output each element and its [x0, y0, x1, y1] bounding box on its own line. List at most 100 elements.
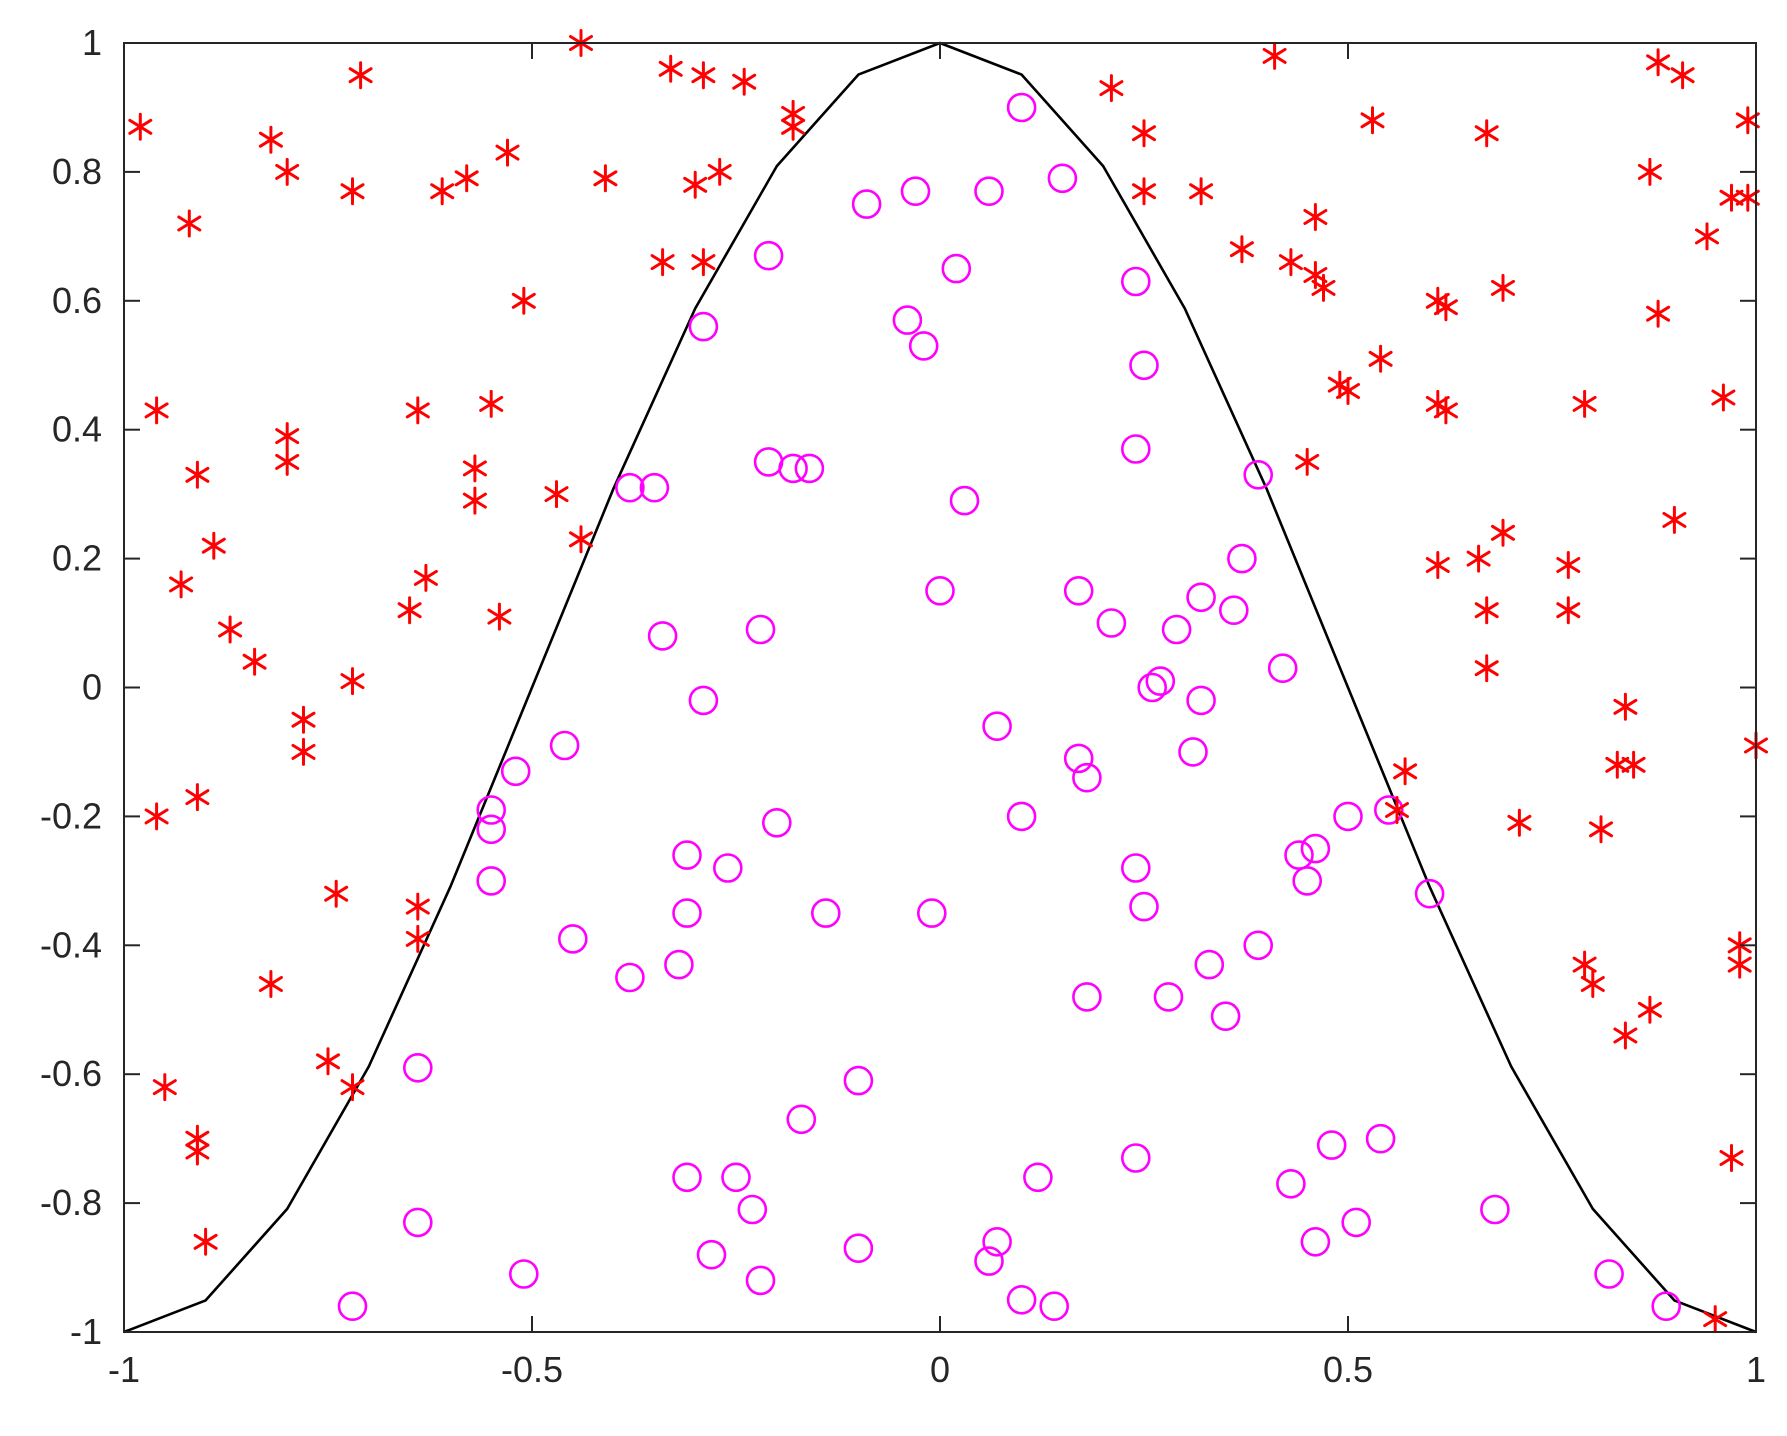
asterisk-point — [1580, 970, 1605, 998]
asterisk-point — [340, 1073, 365, 1102]
y-tick-label: 0.2 — [52, 538, 102, 579]
circle-point — [1210, 1001, 1241, 1032]
asterisk-point — [1433, 396, 1458, 425]
asterisk-point — [1556, 596, 1581, 625]
circle-point — [1072, 762, 1102, 793]
asterisk-point — [169, 570, 194, 599]
asterisk-point — [1507, 808, 1532, 837]
x-tick-label: 1 — [1746, 1349, 1766, 1390]
circle-point — [688, 311, 719, 342]
circle-point — [1063, 575, 1094, 606]
circle-point — [737, 1194, 768, 1225]
asterisk-point — [185, 783, 210, 812]
asterisk-point — [144, 396, 169, 425]
asterisk-point — [1703, 1305, 1728, 1334]
asterisk-point — [201, 531, 226, 560]
circle-point — [908, 331, 939, 361]
y-tick-label: -0.6 — [40, 1053, 102, 1094]
circle-point — [851, 189, 882, 219]
circle-point — [647, 621, 678, 651]
circle-point — [1121, 434, 1151, 464]
circle-point — [615, 472, 645, 503]
circle-point — [1594, 1259, 1624, 1289]
asterisk-point — [1262, 41, 1287, 70]
asterisk-point — [1589, 815, 1613, 844]
asterisk-point — [691, 61, 716, 90]
circle-point — [1194, 949, 1225, 980]
asterisk-point — [1433, 293, 1458, 322]
circle-point — [549, 730, 580, 761]
circle-point — [1300, 1227, 1331, 1257]
circle-point — [1047, 163, 1078, 194]
circle-point — [753, 240, 784, 271]
axes-layer: -1 -0.5 0 0.5 1 -1 -0.8 -0.6 -0.4 -0.2 0 0.2 0.4 0.6 0… — [40, 22, 1766, 1390]
asterisk-points-layer — [128, 29, 1768, 1334]
circle-point — [712, 853, 743, 883]
asterisk-point — [1303, 203, 1328, 231]
asterisk-point — [340, 177, 365, 206]
asterisk-point — [1670, 61, 1695, 90]
asterisk-point — [781, 112, 806, 141]
circle-point — [761, 807, 792, 838]
circle-point — [974, 176, 1004, 206]
circle-point — [982, 1227, 1012, 1257]
asterisk-point — [1491, 518, 1515, 547]
asterisk-point — [177, 209, 202, 238]
asterisk-point — [152, 1073, 177, 1102]
asterisk-point — [1735, 106, 1760, 135]
asterisk-point — [1572, 389, 1597, 418]
circle-point — [672, 898, 702, 928]
circle-point — [508, 1259, 539, 1289]
asterisk-point — [707, 157, 732, 186]
asterisk-point — [462, 454, 487, 483]
asterisk-point — [1099, 74, 1124, 103]
asterisk-point — [1556, 551, 1581, 579]
circle-point — [745, 1265, 776, 1296]
asterisk-point — [324, 879, 349, 908]
circle-point — [1219, 595, 1249, 626]
circle-point — [1161, 614, 1192, 645]
asterisk-point — [1735, 183, 1760, 212]
y-tick-label: 0.6 — [52, 280, 102, 321]
circle-point — [1145, 666, 1176, 696]
asterisk-point — [1719, 1144, 1744, 1172]
y-tick-label: 0.4 — [52, 409, 102, 450]
asterisk-point — [1572, 950, 1597, 979]
asterisk-point — [658, 54, 683, 83]
asterisk-point — [1425, 551, 1450, 579]
asterisk-point — [275, 447, 300, 476]
asterisk-point — [1621, 750, 1646, 779]
asterisk-point — [1393, 757, 1418, 786]
circle-point — [615, 962, 645, 993]
circle-point — [1178, 737, 1208, 767]
asterisk-point — [1613, 1021, 1638, 1050]
circle-point — [1006, 1285, 1037, 1315]
circle-point — [1651, 1291, 1681, 1321]
asterisk-point — [1466, 544, 1491, 573]
asterisk-point — [1132, 177, 1156, 206]
circle-point — [1333, 801, 1363, 832]
asterisk-point — [691, 248, 716, 277]
circle-point — [1480, 1194, 1510, 1225]
y-tick-label: 0 — [82, 667, 102, 708]
asterisk-point — [193, 1227, 218, 1256]
asterisk-point — [1727, 950, 1752, 979]
circle-point — [925, 575, 955, 606]
asterisk-point — [405, 924, 430, 953]
circle-point — [1276, 1169, 1306, 1199]
circle-point — [1292, 866, 1322, 896]
asterisk-point — [218, 615, 243, 644]
circle-point — [1129, 891, 1159, 922]
circle-point — [557, 924, 588, 954]
asterisk-point — [487, 602, 512, 631]
asterisk-point — [544, 480, 569, 509]
asterisk-point — [185, 460, 210, 489]
circle-point — [1414, 878, 1445, 909]
asterisk-point — [1311, 273, 1336, 302]
circle-point — [337, 1291, 368, 1321]
asterisk-point — [1695, 222, 1719, 251]
asterisk-point — [258, 970, 283, 998]
asterisk-point — [495, 138, 520, 167]
asterisk-point — [1385, 796, 1409, 824]
